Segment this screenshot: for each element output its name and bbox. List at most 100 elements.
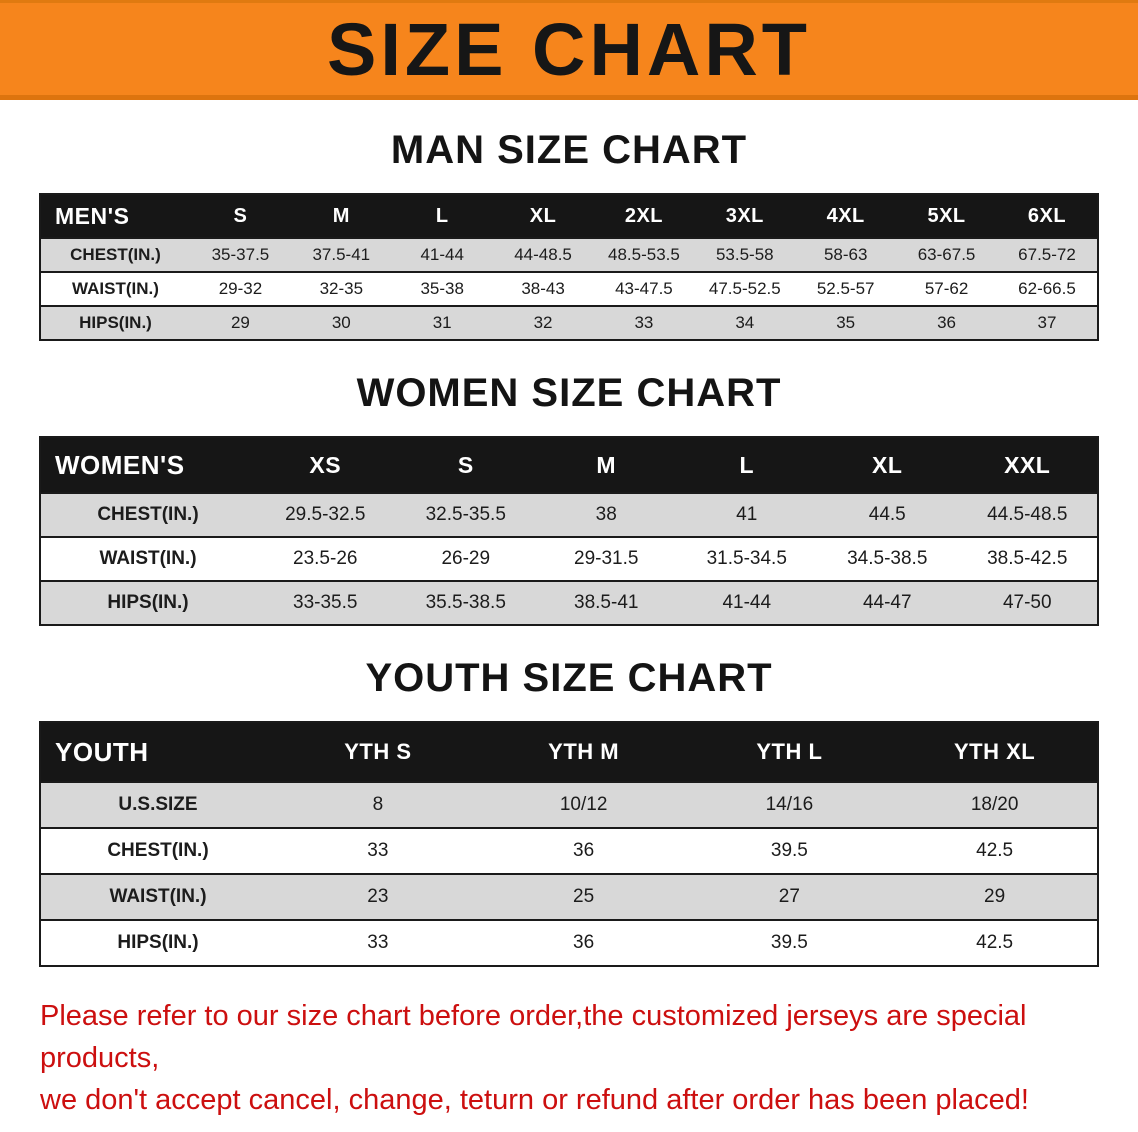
size-column-header: 3XL (725, 204, 764, 227)
size-column-header: XXL (1004, 451, 1051, 478)
row-label: WAIST(IN.) (72, 279, 159, 298)
size-value: 43-47.5 (615, 279, 673, 298)
section-women: WOMEN SIZE CHART WOMEN'S XS S M L XL XXL CHEST(… (0, 371, 1138, 626)
size-column-header: 5XL (927, 204, 966, 227)
row-label: CHEST(IN.) (70, 245, 161, 264)
size-value: 35 (836, 313, 856, 332)
size-value: 52.5-57 (816, 279, 875, 298)
banner: SIZE CHART (0, 0, 1138, 100)
size-value: 57-62 (924, 279, 969, 298)
table-row: WAIST(IN.) 23 25 27 29 (40, 874, 1098, 920)
size-value: 8 (372, 794, 384, 815)
women-size-table: WOMEN'S XS S M L XL XXL CHEST(IN.) 29.5-32.5 32.5… (39, 436, 1099, 626)
size-value: 62-66.5 (1018, 279, 1076, 298)
size-value: 38 (595, 504, 617, 525)
size-value: 37 (1037, 313, 1057, 332)
table-corner-label: YOUTH (55, 736, 149, 767)
table-row: HIPS(IN.) 29 30 31 32 33 34 35 36 37 (40, 306, 1098, 340)
size-value: 41 (736, 504, 758, 525)
size-column-header: L (435, 204, 449, 227)
men-section-heading: MAN SIZE CHART (390, 128, 748, 172)
size-column-header: XL (529, 204, 557, 227)
size-column-header: XL (872, 451, 903, 478)
size-value: 53.5-58 (715, 245, 774, 264)
size-value: 29 (984, 886, 1006, 907)
size-value: 34.5-38.5 (847, 548, 928, 569)
footer-note: Please refer to our size chart before or… (40, 995, 1100, 1121)
footer-note-line-1: Please refer to our size chart before or… (40, 1000, 1027, 1075)
size-value: 27 (778, 886, 800, 907)
size-value: 42.5 (976, 932, 1014, 953)
size-value: 42.5 (976, 840, 1014, 861)
size-value: 30 (331, 313, 351, 332)
size-column-header: S (457, 451, 474, 478)
size-value: 33-35.5 (293, 592, 358, 613)
row-label: HIPS(IN.) (79, 313, 152, 332)
size-column-header: YTH M (548, 739, 620, 764)
size-column-header: 2XL (624, 204, 664, 227)
youth-section-heading: YOUTH SIZE CHART (365, 656, 773, 700)
table-row: HIPS(IN.) 33-35.5 35.5-38.5 38.5-41 41-44 44-… (40, 581, 1098, 625)
size-column-header: XS (309, 451, 342, 478)
women-section-heading: WOMEN SIZE CHART (356, 371, 782, 415)
size-value: 31.5-34.5 (706, 548, 787, 569)
size-value: 26-29 (441, 548, 491, 569)
size-value: 32 (533, 313, 553, 332)
size-value: 25 (573, 886, 595, 907)
size-column-header: S (233, 204, 248, 227)
row-label: WAIST(IN.) (99, 548, 197, 569)
size-column-header: M (596, 451, 617, 478)
table-row: CHEST(IN.) 35-37.5 37.5-41 41-44 44-48.5 48.5… (40, 238, 1098, 272)
size-value: 35.5-38.5 (425, 592, 506, 613)
row-label: HIPS(IN.) (117, 932, 199, 953)
size-value: 29-31.5 (574, 548, 639, 569)
size-column-header: 4XL (826, 204, 865, 227)
size-value: 10/12 (559, 794, 608, 815)
table-corner-label: WOMEN'S (55, 449, 185, 480)
size-value: 39.5 (770, 840, 808, 861)
table-row: HIPS(IN.) 33 36 39.5 42.5 (40, 920, 1098, 966)
youth-size-table: YOUTH YTH S YTH M YTH L YTH XL U.S.SIZE 8 10/12… (39, 721, 1099, 967)
size-value: 36 (573, 932, 595, 953)
size-value: 44.5 (868, 504, 906, 525)
size-value: 32.5-35.5 (425, 504, 506, 525)
size-value: 38.5-41 (574, 592, 639, 613)
size-value: 39.5 (770, 932, 808, 953)
size-column-header: YTH S (344, 739, 412, 764)
table-row: WAIST(IN.) 29-32 32-35 35-38 38-43 43-47.5 47.… (40, 272, 1098, 306)
table-corner-label: MEN'S (55, 202, 130, 229)
size-value: 23.5-26 (293, 548, 358, 569)
size-value: 29.5-32.5 (285, 504, 366, 525)
size-value: 44.5-48.5 (987, 504, 1068, 525)
size-value: 37.5-41 (312, 245, 371, 264)
size-value: 29 (230, 313, 250, 332)
size-value: 38-43 (521, 279, 565, 298)
size-column-header: YTH XL (954, 739, 1036, 764)
page-title: SIZE CHART (327, 8, 811, 91)
size-value: 41-44 (722, 592, 772, 613)
size-column-header: L (739, 451, 755, 478)
size-value: 36 (573, 840, 595, 861)
table-row: CHEST(IN.) 33 36 39.5 42.5 (40, 828, 1098, 874)
size-value: 38.5-42.5 (987, 548, 1068, 569)
size-value: 63-67.5 (917, 245, 976, 264)
size-value: 58-63 (823, 245, 868, 264)
size-value: 67.5-72 (1018, 245, 1076, 264)
row-label: WAIST(IN.) (109, 886, 207, 907)
size-value: 47-50 (1002, 592, 1052, 613)
size-value: 36 (937, 313, 957, 332)
size-column-header: YTH L (756, 739, 823, 764)
table-row: CHEST(IN.) 29.5-32.5 32.5-35.5 38 41 44.5 44.5… (40, 493, 1098, 537)
size-value: 41-44 (420, 245, 464, 264)
table-row: U.S.SIZE 8 10/12 14/16 18/20 (40, 782, 1098, 828)
size-column-header: M (332, 204, 350, 227)
size-value: 35-37.5 (211, 245, 270, 264)
footer-note-line-2: we don't accept cancel, change, teturn o… (40, 1084, 1029, 1117)
size-value: 34 (735, 313, 755, 332)
size-value: 44-47 (862, 592, 912, 613)
row-label: CHEST(IN.) (107, 840, 209, 861)
size-value: 31 (432, 313, 452, 332)
men-size-table: MEN'S S M L XL 2XL 3XL 4XL 5XL 6XL CHEST(IN.) 35-37… (39, 193, 1099, 341)
size-value: 32-35 (319, 279, 364, 298)
